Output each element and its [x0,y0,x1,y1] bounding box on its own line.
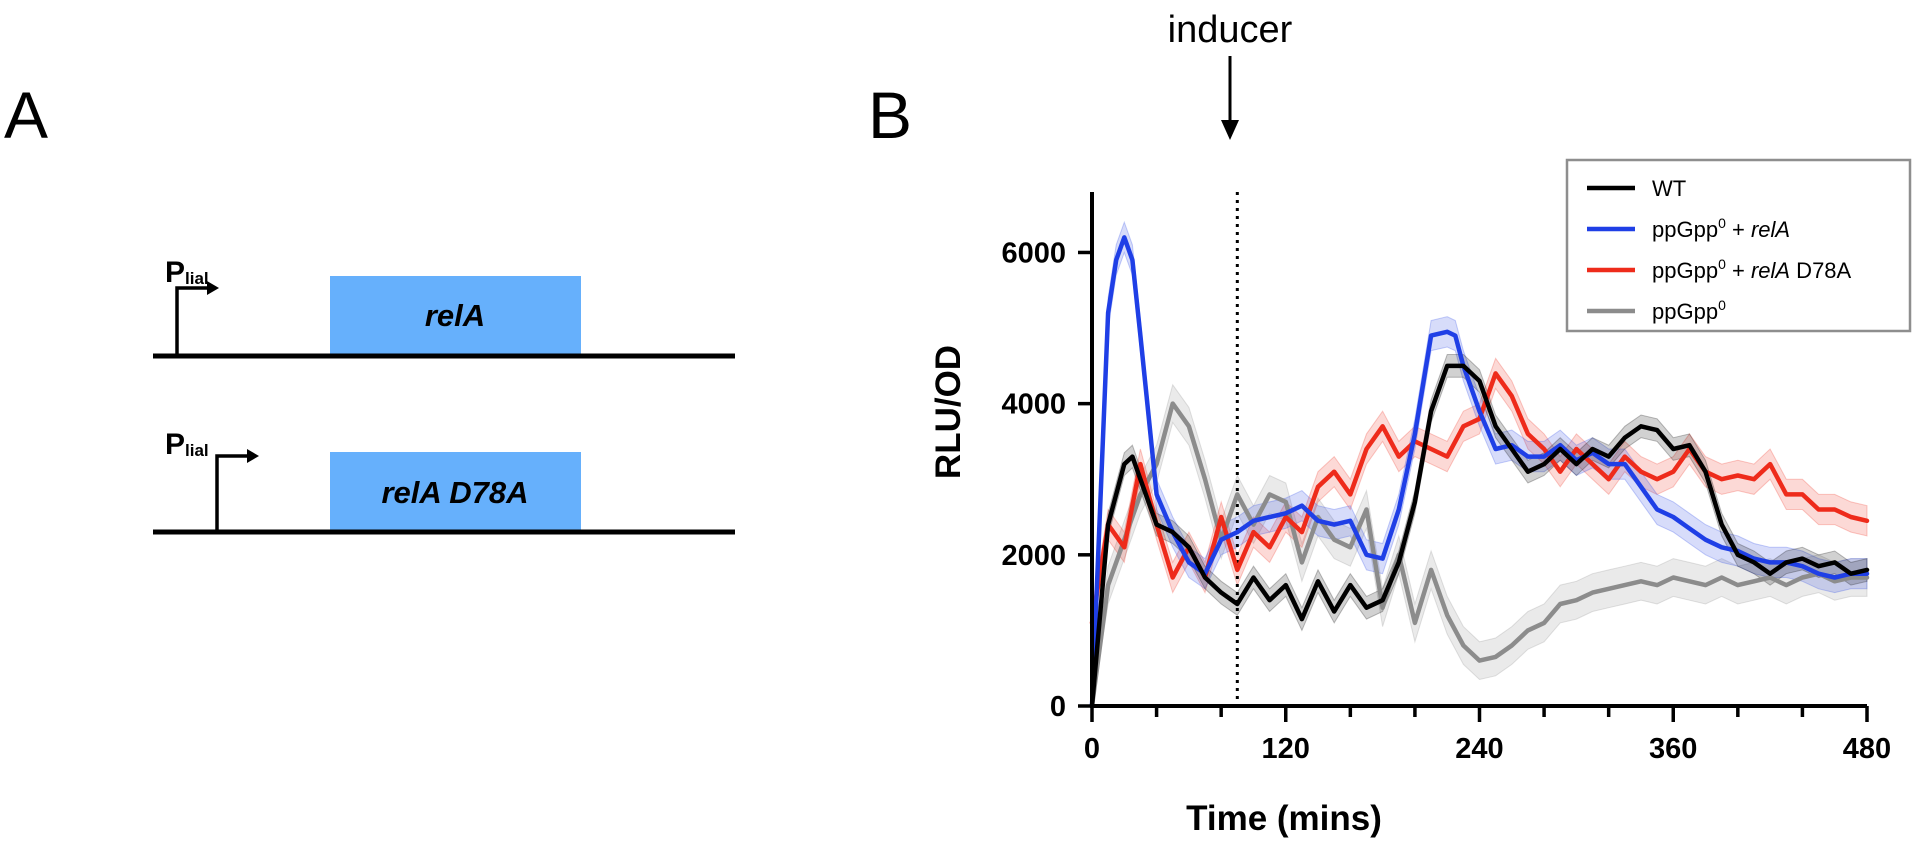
promoter-arrow-1 [175,286,207,355]
gene-label-relA: relA [425,298,485,333]
inducer-annotation: inducer [1168,9,1293,51]
y-axis-title: RLU/OD [929,345,968,479]
series-lines [1089,235,1870,709]
promoter-label-2: Plial [165,428,209,461]
promoter-label-2-main: P [165,428,185,461]
series-line-ppgpp0-rela [1089,235,1870,709]
plot-axes: 0 120 240 360 480 0 2000 4000 6000 [1001,192,1891,765]
legend-label-wt: WT [1652,176,1686,201]
promoter-arrow-2 [215,454,247,531]
series-line-wt [1089,363,1870,709]
gene-box-relA [330,276,581,355]
gene-box-relA-D78A [330,452,581,531]
legend: WT ppGpp0 + relA ppGpp0 + relA D78A ppGpp0 [1565,158,1912,333]
promoter-arrowhead-1 [207,281,219,295]
x-tick-label: 360 [1649,733,1697,765]
series-line-ppgpp0-rela-d78a [1089,371,1870,626]
gene-label-relA-D78A: relA D78A [381,475,528,510]
x-tick-label: 480 [1843,733,1891,765]
legend-label-ppgpp0: ppGpp0 [1652,297,1726,324]
promoter-label-1: Plial [165,256,209,289]
y-tick-label: 2000 [1001,540,1066,572]
x-axis-title: Time (mins) [1186,799,1382,838]
band-wt [1091,354,1868,707]
x-tick-label: 0 [1084,733,1100,765]
y-tick-label: 0 [1050,691,1066,723]
panel-a-letter: A [4,78,48,152]
y-tick-label: 4000 [1001,389,1066,421]
inducer-arrowhead [1221,120,1239,140]
legend-label-ppgpp0-rela: ppGpp0 + relA [1652,215,1790,242]
construct-relA: Plial relA [153,256,735,359]
panel-b-letter: B [868,78,912,152]
construct-relA-D78A: Plial relA D78A [153,428,735,535]
x-tick-label: 120 [1262,733,1310,765]
legend-label-ppgpp0-rela-d78a: ppGpp0 + relA D78A [1652,256,1852,283]
promoter-label-1-sub: lial [185,269,209,288]
promoter-arrowhead-2 [247,449,259,463]
band-ppgpp0-rela [1091,220,1868,707]
legend-box [1565,158,1912,333]
promoter-label-1-main: P [165,256,185,289]
y-tick-label: 6000 [1001,237,1066,269]
x-tick-label: 240 [1455,733,1503,765]
promoter-label-2-sub: lial [185,441,209,460]
